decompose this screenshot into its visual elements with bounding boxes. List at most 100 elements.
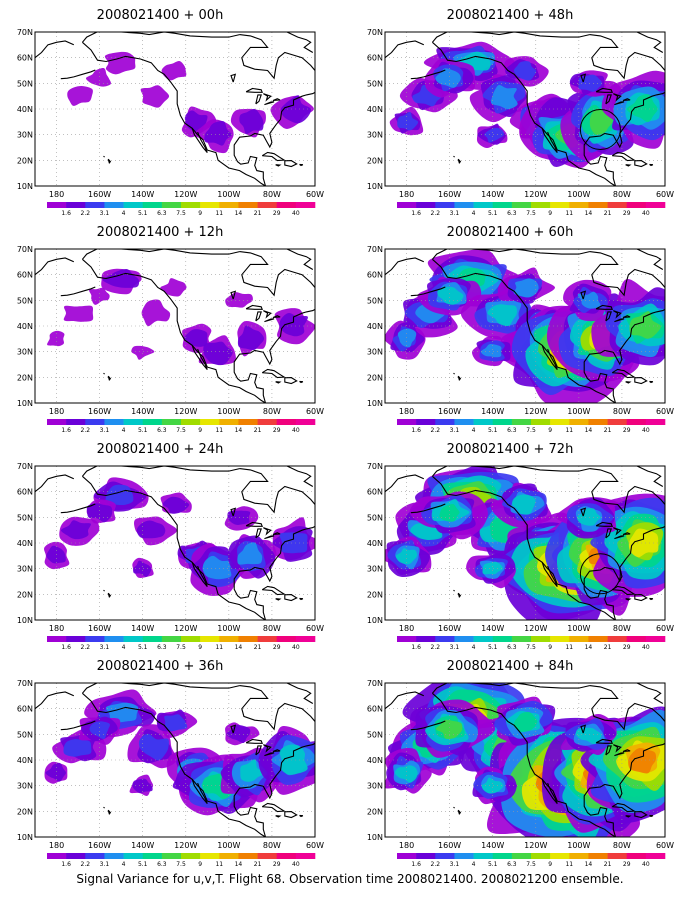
- lon-label: 160W: [438, 407, 461, 416]
- coastlines: [385, 466, 665, 620]
- coastline-huron: [263, 744, 272, 753]
- variance-contour: [239, 108, 264, 135]
- lon-label: 180: [49, 841, 64, 850]
- lat-label: 70N: [367, 245, 383, 254]
- lat-label: 10N: [367, 833, 383, 842]
- colorbar-swatch: [142, 853, 163, 859]
- coastline-kamchatka: [35, 474, 75, 493]
- lon-label: 140W: [131, 841, 154, 850]
- colorbar-label: 4: [472, 861, 476, 868]
- lon-label: 100W: [567, 841, 590, 850]
- coastline-superior: [595, 304, 614, 310]
- lat-label: 30N: [367, 131, 383, 140]
- coastline-hudson: [589, 468, 665, 514]
- colorbar-label: 21: [254, 427, 262, 434]
- colorbar-swatch: [161, 419, 182, 425]
- coastline-puerto: [649, 163, 654, 167]
- plot-frame: [34, 465, 316, 621]
- coastline-gulf: [233, 91, 315, 186]
- coastline-alaska: [81, 249, 240, 260]
- coastline-winnipeg: [230, 724, 237, 734]
- colorbar-label: 40: [642, 861, 650, 868]
- coastline-hispaniola: [284, 377, 298, 385]
- colorbar-swatch: [531, 202, 551, 208]
- colorbar-label: 7.5: [526, 644, 536, 651]
- colorbar-swatch: [511, 636, 532, 642]
- coastline-greenland: [286, 683, 314, 704]
- lat-label: 20N: [17, 807, 33, 816]
- plot-frame: [384, 31, 666, 187]
- coastline-winnipeg: [580, 290, 587, 300]
- colorbar-swatch: [142, 202, 163, 208]
- coastline-greenland: [286, 466, 314, 487]
- colorbar-label: 3.1: [450, 861, 460, 868]
- coastline-aleut: [410, 69, 446, 80]
- colorbar-swatch: [181, 636, 201, 642]
- variance-contour: [45, 762, 66, 782]
- colorbar-swatch: [257, 636, 278, 642]
- colorbar-label: 7.5: [176, 427, 186, 434]
- colorbar-swatch: [454, 202, 474, 208]
- variance-map-48h: 70N 60N 50N 40N 30N 20N 10N 180 160W 140W 120W 100W…: [367, 28, 674, 217]
- coastline-hudson: [239, 251, 315, 297]
- colorbar-swatch: [550, 419, 570, 425]
- colorbar-label: 9: [198, 644, 202, 651]
- coastline-hispaniola: [634, 811, 648, 819]
- lat-label: 70N: [17, 245, 33, 254]
- colorbar-swatch: [161, 202, 182, 208]
- lat-label: 10N: [367, 399, 383, 408]
- colorbar-swatch: [47, 202, 67, 208]
- colorbar-label: 2.2: [81, 427, 91, 434]
- coastline-aleut: [410, 720, 446, 731]
- coastline-jamaica: [275, 598, 282, 601]
- target-circle: [579, 109, 621, 151]
- coastline-gulf: [583, 91, 665, 186]
- variance-contour: [63, 305, 94, 322]
- colorbar-swatch: [473, 636, 494, 642]
- colorbar-label: 11: [565, 861, 573, 868]
- lon-label: 160W: [438, 841, 461, 850]
- colorbar-swatch: [550, 853, 570, 859]
- colorbar-swatch: [85, 853, 105, 859]
- colorbar-swatch: [550, 636, 570, 642]
- colorbar-swatch: [435, 202, 455, 208]
- map-panel-36h: 2008021400 + 36h 70N 60N 50N 40N 30N 20N 10N 18…: [15, 659, 355, 877]
- lat-label: 70N: [17, 28, 33, 37]
- lat-label: 60N: [17, 271, 33, 280]
- coastline-ontario: [622, 315, 631, 319]
- colorbar-swatch: [626, 853, 647, 859]
- colorbar-label: 1.6: [411, 861, 421, 868]
- coastline-hawaii2: [453, 155, 455, 158]
- colorbar-swatch: [47, 636, 67, 642]
- colorbar-swatch: [238, 636, 258, 642]
- coastline-superior: [245, 521, 264, 527]
- colorbar-label: 2.2: [81, 644, 91, 651]
- lon-label: 180: [399, 190, 414, 199]
- colorbar-swatch: [200, 419, 220, 425]
- panel-title: 2008021400 + 84h: [446, 659, 574, 674]
- coastline-aleut: [60, 720, 96, 731]
- lon-label: 80W: [263, 841, 281, 850]
- variance-contour: [131, 345, 155, 360]
- grid-lines: [385, 32, 665, 186]
- lat-label: 60N: [367, 705, 383, 714]
- colorbar-swatch: [66, 853, 86, 859]
- coastline-ontario: [622, 98, 631, 102]
- variance-map-36h: 70N 60N 50N 40N 30N 20N 10N 180 160W 140W 120W 100W…: [17, 679, 324, 868]
- lon-label: 140W: [131, 407, 154, 416]
- lat-label: 40N: [17, 756, 33, 765]
- colorbar-swatch: [85, 419, 105, 425]
- map-panel-60h: 2008021400 + 60h 70N 60N 50N 40N 30N 20N 10N 18…: [365, 225, 700, 443]
- colorbar-label: 7.5: [176, 861, 186, 868]
- variance-contour: [132, 778, 153, 794]
- colorbar-swatch: [569, 853, 589, 859]
- coastline-huron: [263, 527, 272, 536]
- colorbar-swatch: [142, 636, 163, 642]
- coastline-kamchatka: [35, 691, 75, 710]
- lat-label: 10N: [367, 182, 383, 191]
- colorbar-label: 14: [585, 644, 593, 651]
- grid-lines: [35, 32, 315, 186]
- plot-frame: [384, 465, 666, 621]
- coastline-michigan: [605, 94, 612, 105]
- colorbar-swatch: [85, 636, 105, 642]
